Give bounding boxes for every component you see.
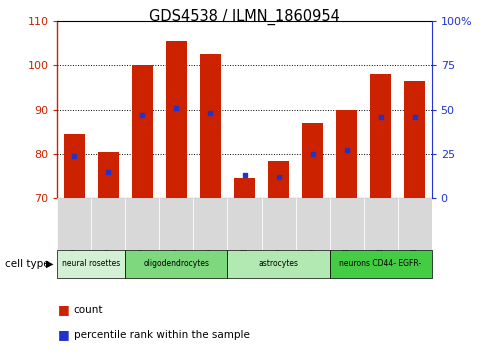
FancyBboxPatch shape [57,198,91,250]
Text: percentile rank within the sample: percentile rank within the sample [74,330,250,339]
Bar [404,81,425,198]
FancyBboxPatch shape [194,198,228,250]
FancyBboxPatch shape [364,198,398,250]
FancyBboxPatch shape [329,198,364,250]
Bar [302,123,323,198]
FancyBboxPatch shape [57,250,125,278]
FancyBboxPatch shape [295,198,329,250]
FancyBboxPatch shape [398,198,432,250]
Bar [166,41,187,198]
Text: count: count [74,305,103,315]
Text: neural rosettes: neural rosettes [62,259,121,268]
Bar [268,161,289,198]
FancyBboxPatch shape [261,198,295,250]
Text: GDS4538 / ILMN_1860954: GDS4538 / ILMN_1860954 [149,9,340,25]
Text: ■: ■ [57,303,69,316]
Text: astrocytes: astrocytes [258,259,298,268]
Text: neurons CD44- EGFR-: neurons CD44- EGFR- [339,259,422,268]
FancyBboxPatch shape [91,198,125,250]
Bar [336,110,357,198]
FancyBboxPatch shape [228,250,329,278]
Text: cell type: cell type [5,259,49,269]
Bar [98,152,119,198]
Bar [235,178,254,198]
Text: oligodendrocytes: oligodendrocytes [144,259,210,268]
FancyBboxPatch shape [160,198,194,250]
Text: ■: ■ [57,328,69,341]
FancyBboxPatch shape [228,198,261,250]
FancyBboxPatch shape [125,198,160,250]
Bar [132,65,153,198]
FancyBboxPatch shape [125,250,228,278]
FancyBboxPatch shape [329,250,432,278]
Bar [200,55,221,198]
Bar [370,74,391,198]
Bar [64,134,85,198]
Text: ▶: ▶ [46,259,54,269]
